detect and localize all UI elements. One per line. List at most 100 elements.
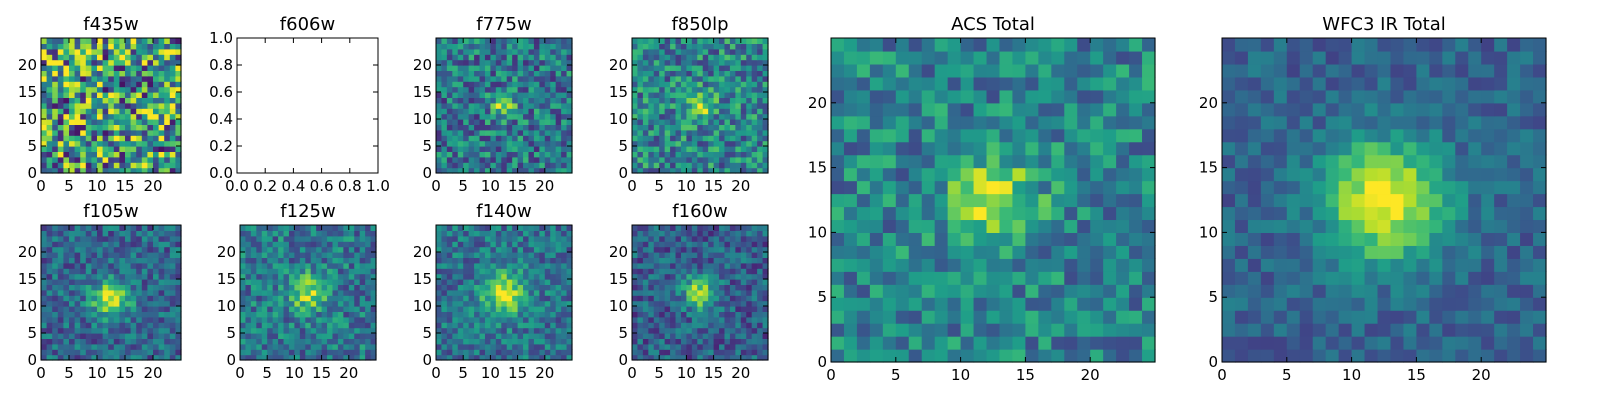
pixel-cell: [108, 146, 115, 152]
pixel-cell: [52, 129, 59, 136]
pixel-cell: [642, 162, 649, 169]
pixel-cell: [463, 92, 470, 98]
pixel-cell: [321, 306, 328, 312]
pixel-cell: [370, 354, 377, 361]
pixel-cell: [310, 273, 317, 280]
pixel-cell: [517, 38, 524, 44]
pixel-cell: [256, 338, 263, 345]
pixel-cell: [648, 151, 655, 158]
pixel-cell: [512, 241, 519, 248]
pixel-cell: [468, 129, 475, 136]
pixel-cell: [713, 338, 720, 345]
pixel-cell: [653, 140, 660, 147]
pixel-cell: [512, 338, 519, 345]
pixel-cell: [74, 295, 81, 302]
pixel-cell: [74, 113, 81, 120]
pixel-cell: [632, 108, 639, 115]
pixel-cell: [337, 257, 344, 264]
pixel-cell: [533, 54, 540, 61]
pixel-cell: [632, 86, 639, 93]
pixel-cell: [762, 43, 769, 50]
pixel-cell: [506, 167, 513, 174]
pixel-cell: [41, 349, 48, 356]
pixel-cell: [370, 279, 377, 285]
pixel-cell: [69, 327, 76, 334]
pixel-cell: [113, 135, 120, 142]
pixel-cell: [452, 322, 459, 329]
pixel-cell: [468, 300, 475, 307]
pixel-cell: [474, 225, 481, 231]
pixel-cell: [539, 306, 546, 312]
pixel-cell: [327, 349, 334, 356]
pixel-cell: [250, 284, 257, 291]
pixel-cell: [108, 167, 115, 174]
pixel-cell: [664, 257, 671, 264]
pixel-cell: [642, 311, 649, 318]
pixel-cell: [452, 129, 459, 136]
pixel-cell: [648, 230, 655, 237]
pixel-cell: [169, 306, 176, 312]
pixel-cell: [762, 48, 769, 55]
pixel-cell: [697, 81, 704, 88]
pixel-cell: [74, 102, 81, 109]
pixel-cell: [501, 65, 508, 71]
pixel-cell: [735, 38, 742, 44]
pixel-cell: [947, 206, 962, 221]
pixel-cell: [653, 225, 660, 231]
pixel-cell: [74, 343, 81, 350]
pixel-cell: [986, 271, 1001, 285]
pixel-cell: [675, 86, 682, 93]
pixel-cell: [708, 156, 715, 163]
pixel-cell: [102, 167, 109, 174]
pixel-cell: [41, 343, 48, 350]
pixel-cell: [702, 146, 709, 152]
pixel-cell: [751, 48, 758, 55]
pixel-cell: [729, 129, 736, 136]
pixel-cell: [539, 225, 546, 231]
pixel-cell: [490, 124, 497, 131]
pixel-cell: [288, 273, 295, 280]
pixel-cell: [136, 306, 143, 312]
pixel-cell: [501, 333, 508, 339]
pixel-cell: [441, 135, 448, 142]
pixel-cell: [719, 129, 726, 136]
pixel-cell: [697, 119, 704, 125]
pixel-cell: [921, 206, 936, 221]
pixel-cell: [288, 333, 295, 339]
pixel-cell: [80, 225, 87, 231]
pixel-cell: [566, 38, 573, 44]
pixel-cell: [908, 323, 923, 337]
pixel-cell: [327, 284, 334, 291]
pixel-cell: [63, 38, 70, 44]
pixel-cell: [164, 343, 171, 350]
pixel-cell: [680, 140, 687, 147]
pixel-cell: [533, 316, 540, 323]
pixel-cell: [713, 162, 720, 169]
pixel-cell: [441, 59, 448, 66]
y-tick-label: 20: [609, 243, 628, 261]
pixel-cell: [675, 338, 682, 345]
pixel-cell: [441, 75, 448, 82]
pixel-cell: [337, 349, 344, 356]
pixel-cell: [729, 92, 736, 98]
pixel-cell: [539, 311, 546, 318]
pixel-cell: [702, 129, 709, 136]
pixel-cell: [659, 54, 666, 61]
pixel-cell: [46, 354, 53, 361]
pixel-cell: [490, 306, 497, 312]
pixel-cell: [533, 273, 540, 280]
pixel-cell: [46, 135, 53, 142]
pixel-cell: [119, 124, 126, 131]
pixel-cell: [102, 162, 109, 169]
pixel-cell: [164, 70, 171, 77]
pixel-cell: [321, 241, 328, 248]
pixel-cell: [446, 135, 453, 142]
pixel-cell: [632, 257, 639, 264]
pixel-cell: [288, 262, 295, 269]
pixel-cell: [517, 225, 524, 231]
pixel-cell: [895, 310, 910, 324]
pixel-cell: [484, 225, 491, 231]
pixel-cell: [354, 257, 361, 264]
pixel-cell: [713, 252, 720, 258]
pixel-cell: [69, 97, 76, 104]
